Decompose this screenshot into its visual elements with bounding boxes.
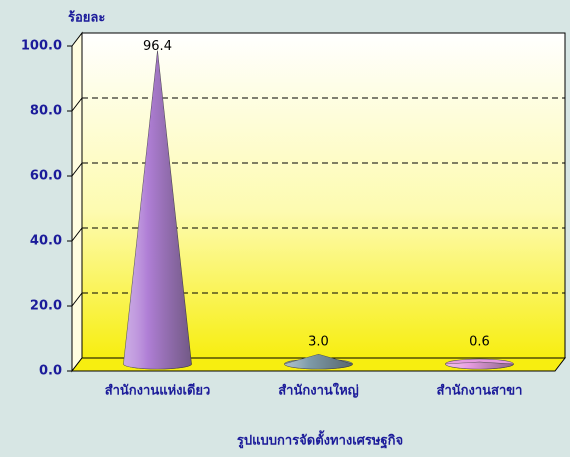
x-tick-label: สำนักงานใหญ่ — [278, 382, 359, 399]
cone-shade — [123, 50, 192, 369]
x-tick-label: สำนักงานสาขา — [437, 383, 523, 399]
cone-shade — [445, 362, 514, 369]
x-axis-label: รูปแบบการจัดตั้งทางเศรษฐกิจ — [237, 430, 403, 450]
value-label: 3.0 — [308, 335, 329, 350]
plot: 0.0 20.0 40.0 60.0 80.0 100.0 สำนักงานแห่งเดีย… — [21, 39, 565, 399]
y-tick-label: 80.0 — [30, 104, 62, 119]
y-tick-label: 0.0 — [39, 364, 62, 379]
y-tick-label: 40.0 — [30, 234, 62, 249]
side-grid-line — [71, 292, 83, 307]
y-tick-label: 60.0 — [30, 169, 62, 184]
value-label: 96.4 — [143, 39, 172, 54]
cone-shade — [284, 354, 353, 369]
x-tick-label: สำนักงานแห่งเดียว — [105, 383, 211, 399]
value-label: 0.6 — [469, 335, 490, 350]
side-grid-line — [71, 97, 83, 112]
y-tick-label: 20.0 — [30, 299, 62, 314]
y-axis-label: ร้อยละ — [68, 10, 105, 26]
side-grid-line — [71, 227, 83, 242]
side-grid-line — [71, 162, 83, 177]
side-wall — [71, 31, 83, 373]
y-tick-label: 100.0 — [21, 39, 62, 54]
